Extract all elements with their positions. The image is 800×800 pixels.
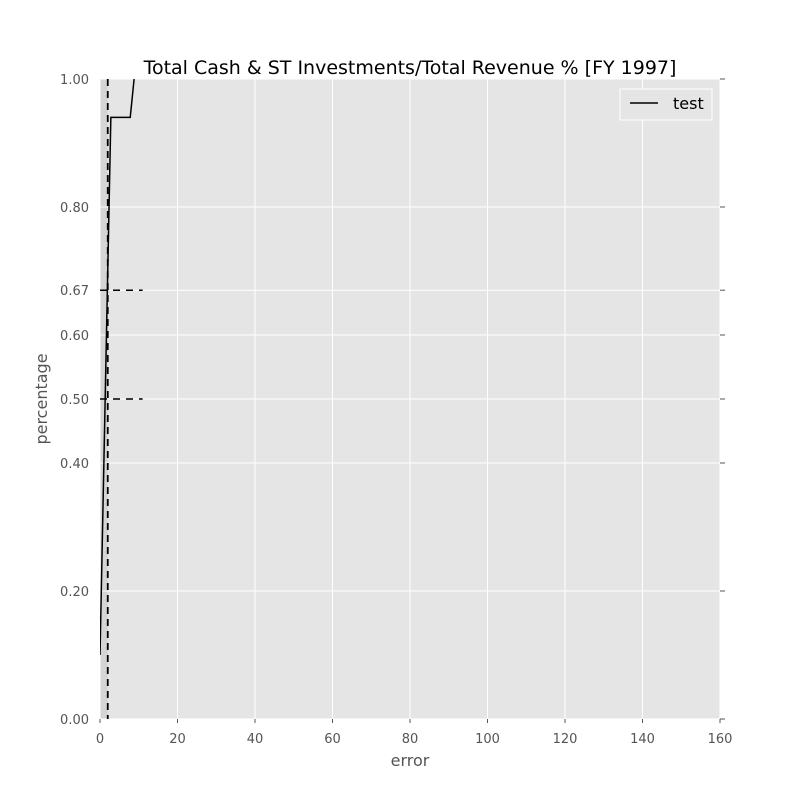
x-tick-label: 140	[630, 732, 655, 747]
y-tick-label: 0.80	[60, 201, 89, 216]
series-line-test	[100, 79, 135, 656]
series-lines	[100, 79, 135, 656]
y-tick-label: 0.50	[60, 393, 89, 408]
legend: test	[619, 88, 713, 121]
y-tick-label: 0.60	[60, 329, 89, 344]
x-tick-label: 100	[475, 732, 500, 747]
x-tick-label: 60	[324, 732, 341, 747]
y-tick-label: 1.00	[60, 73, 89, 88]
reference-lines	[100, 79, 143, 719]
y-tick-label: 0.00	[60, 713, 89, 728]
x-tick-label: 80	[402, 732, 419, 747]
legend-label-test: test	[673, 94, 704, 113]
axis-ticks	[99, 78, 725, 723]
x-tick-label: 20	[169, 732, 186, 747]
x-tick-label: 40	[247, 732, 264, 747]
y-tick-label: 0.20	[60, 585, 89, 600]
y-tick-labels: 0.00 0.20 0.40 0.50 0.60 0.67 0.80 1.00	[60, 73, 89, 728]
x-tick-label: 160	[708, 732, 733, 747]
x-tick-labels: 0 20 40 60 80 100 120 140 160	[96, 732, 733, 747]
x-axis-label: error	[391, 751, 430, 770]
chart-title: Total Cash & ST Investments/Total Revenu…	[143, 57, 677, 79]
legend-box	[619, 88, 713, 121]
y-tick-label: 0.67	[60, 284, 89, 299]
y-tick-label: 0.40	[60, 457, 89, 472]
x-tick-label: 120	[553, 732, 578, 747]
x-tick-label: 0	[96, 732, 104, 747]
y-axis-label: percentage	[32, 353, 51, 444]
